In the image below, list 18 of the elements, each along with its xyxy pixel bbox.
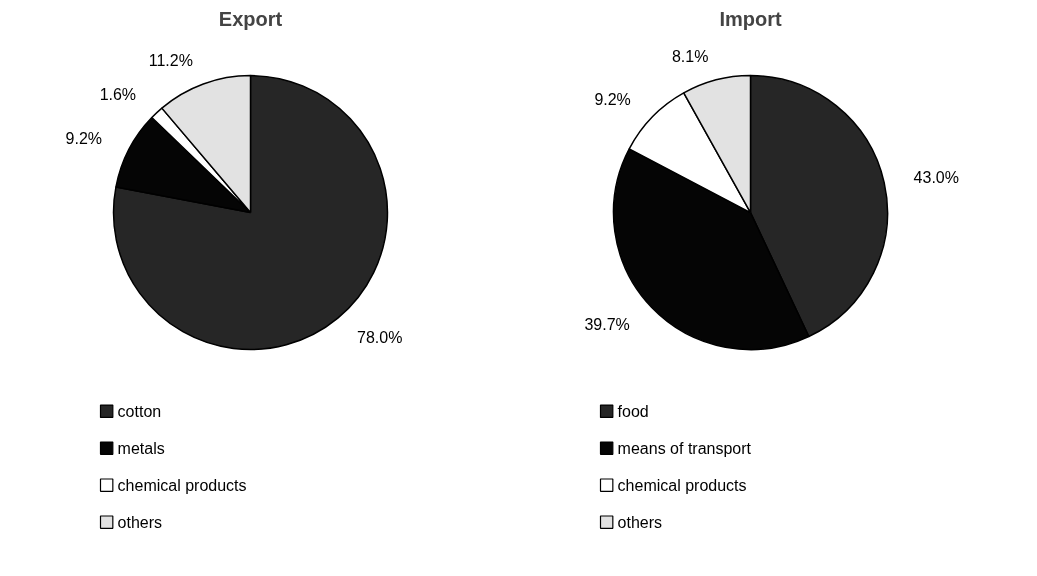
legend-label: metals [117,439,165,457]
chart-title: Export [218,7,283,30]
chart-title: Import [719,7,782,30]
data-label: 1.6% [99,86,137,104]
legend-label: others [617,513,663,531]
data-label: 9.2% [594,91,631,109]
legend-label: cotton [117,402,162,420]
data-label: 11.2% [148,52,193,70]
legend-label: food [617,402,649,420]
legend-label: chemical products [117,476,247,494]
data-label: 8.1% [671,47,709,65]
data-label: 43.0% [913,168,959,186]
legend-label: means of transport [617,439,752,457]
data-label: 9.2% [65,129,103,147]
data-label: 78.0% [357,328,403,346]
legend-label: others [117,513,163,531]
data-label: 39.7% [584,315,630,333]
legend-label: chemical products [617,476,747,494]
